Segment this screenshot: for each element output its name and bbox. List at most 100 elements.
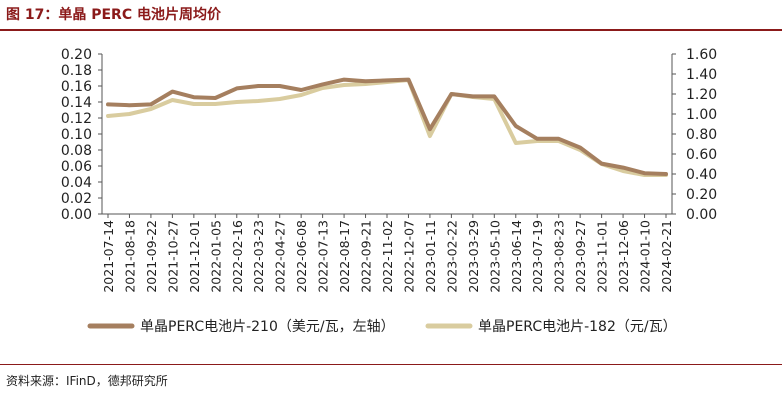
x-tick-label: 2023-07-19 [530, 220, 545, 293]
data-point-210 [578, 146, 582, 150]
x-tick-label: 2023-12-06 [616, 220, 631, 293]
x-tick-label: 2024-01-10 [638, 220, 653, 293]
x-axis: 2021-07-14 2021-08-18 2021-09-22 2021-10-27… [101, 214, 674, 293]
legend-item-182-label: 单晶PERC电池片-182（元/瓦） [478, 319, 677, 335]
data-point-182 [321, 86, 325, 90]
data-point-182 [170, 98, 174, 102]
data-point-210 [321, 82, 325, 86]
source-note: 资料来源：IFinD，德邦研究所 [6, 374, 168, 388]
data-point-210 [428, 127, 432, 131]
x-tick-label: 2023-01-11 [423, 220, 438, 293]
x-tick-label: 2023-11-01 [595, 220, 610, 293]
x-tick-label: 2022-03-23 [251, 220, 266, 293]
x-tick-label: 2022-12-07 [401, 220, 416, 293]
data-point-182 [514, 141, 518, 145]
y-left-tick-label: 0.16 [61, 79, 92, 95]
data-point-210 [342, 78, 346, 82]
x-tick-label: 2022-09-21 [359, 220, 374, 293]
y-right-tick-label: 1.00 [686, 107, 717, 123]
y-left-tick-label: 0.04 [61, 175, 92, 191]
x-tick-label: 2023-05-10 [487, 220, 502, 293]
y-left-tick-label: 0.06 [61, 159, 92, 175]
x-tick-label: 2023-02-22 [444, 220, 459, 293]
x-tick-label: 2021-09-22 [144, 220, 159, 293]
data-point-210 [149, 102, 153, 106]
data-point-210 [299, 88, 303, 92]
data-point-182 [278, 97, 282, 101]
x-tick-label: 2022-04-27 [273, 220, 288, 293]
y-right-tick-label: 0.60 [686, 147, 717, 163]
data-point-182 [256, 99, 260, 103]
y-axis-right: 0.00 0.20 0.40 0.60 0.80 1.00 1.20 1.40 1.60 [672, 47, 717, 223]
x-tick-label: 2022-08-17 [337, 220, 352, 293]
data-point-182 [106, 114, 110, 118]
data-point-210 [127, 103, 132, 107]
legend: 单晶PERC电池片-210（美元/瓦，左轴） 单晶PERC电池片-182（元/瓦） [87, 319, 677, 335]
y-left-tick-label: 0.12 [61, 111, 92, 127]
data-point-210 [213, 96, 217, 100]
figure-title: 图 17：单晶 PERC 电池片周均价 [6, 7, 221, 23]
data-point-210 [192, 95, 196, 99]
y-right-tick-label: 1.60 [686, 47, 717, 63]
legend-item-210-label: 单晶PERC电池片-210（美元/瓦，左轴） [140, 319, 395, 335]
x-tick-label: 2021-07-14 [101, 220, 116, 293]
data-point-182 [213, 102, 217, 106]
footer-rule [0, 364, 782, 365]
series-line-182 [106, 78, 668, 177]
data-point-210 [363, 79, 368, 83]
y-axis-left: 0.000.020.040.060.080.100.120.140.160.18… [61, 47, 102, 223]
data-point-210 [664, 172, 668, 176]
series-line-210 [106, 77, 668, 176]
data-point-210 [170, 90, 174, 94]
data-point-182 [428, 134, 432, 138]
x-tick-label: 2021-08-18 [122, 220, 137, 293]
y-left-tick-label: 0.00 [61, 207, 92, 223]
x-tick-label: 2021-10-27 [165, 220, 180, 293]
y-right-tick-label: 0.40 [686, 167, 717, 183]
data-point-210 [600, 162, 604, 166]
title-rule [0, 29, 782, 31]
y-right-tick-label: 0.20 [686, 187, 717, 203]
data-point-182 [621, 169, 625, 173]
y-left-tick-label: 0.08 [61, 143, 92, 159]
data-point-210 [492, 94, 496, 98]
data-point-210 [406, 78, 411, 82]
data-point-210 [642, 171, 647, 175]
x-tick-label: 2022-11-02 [380, 220, 395, 293]
data-point-210 [449, 92, 453, 96]
data-point-182 [149, 107, 153, 111]
data-point-210 [557, 137, 561, 141]
data-point-210 [514, 124, 518, 128]
x-tick-label: 2022-06-08 [294, 220, 309, 293]
data-point-210 [471, 94, 475, 98]
data-point-182 [363, 82, 368, 86]
y-left-tick-label: 0.10 [61, 127, 92, 143]
data-point-182 [235, 100, 239, 104]
x-tick-label: 2023-09-27 [573, 220, 588, 293]
data-point-210 [256, 84, 260, 88]
x-tick-label: 2022-07-13 [316, 220, 331, 293]
data-point-210 [535, 137, 539, 141]
y-left-tick-label: 0.02 [61, 191, 92, 207]
data-point-182 [192, 102, 196, 106]
y-right-tick-label: 0.00 [686, 207, 717, 223]
y-right-tick-label: 1.20 [686, 87, 717, 103]
data-point-210 [621, 166, 625, 170]
x-tick-label: 2023-03-29 [466, 220, 481, 293]
data-point-182 [299, 93, 303, 97]
data-point-182 [127, 112, 132, 116]
x-tick-label: 2024-02-21 [659, 220, 674, 293]
data-point-210 [385, 78, 389, 82]
data-point-210 [106, 102, 110, 106]
y-left-tick-label: 0.18 [61, 63, 92, 79]
data-point-182 [342, 83, 346, 87]
x-tick-label: 2021-12-01 [187, 220, 202, 293]
x-tick-label: 2023-06-14 [509, 220, 524, 293]
data-point-210 [235, 86, 239, 90]
x-tick-label: 2022-01-05 [208, 220, 223, 293]
y-left-tick-label: 0.14 [61, 95, 92, 111]
x-tick-label: 2022-02-16 [230, 220, 245, 293]
price-line-chart: 0.000.020.040.060.080.100.120.140.160.18… [61, 47, 717, 335]
y-right-tick-label: 1.40 [686, 67, 717, 83]
y-right-tick-label: 0.80 [686, 127, 717, 143]
